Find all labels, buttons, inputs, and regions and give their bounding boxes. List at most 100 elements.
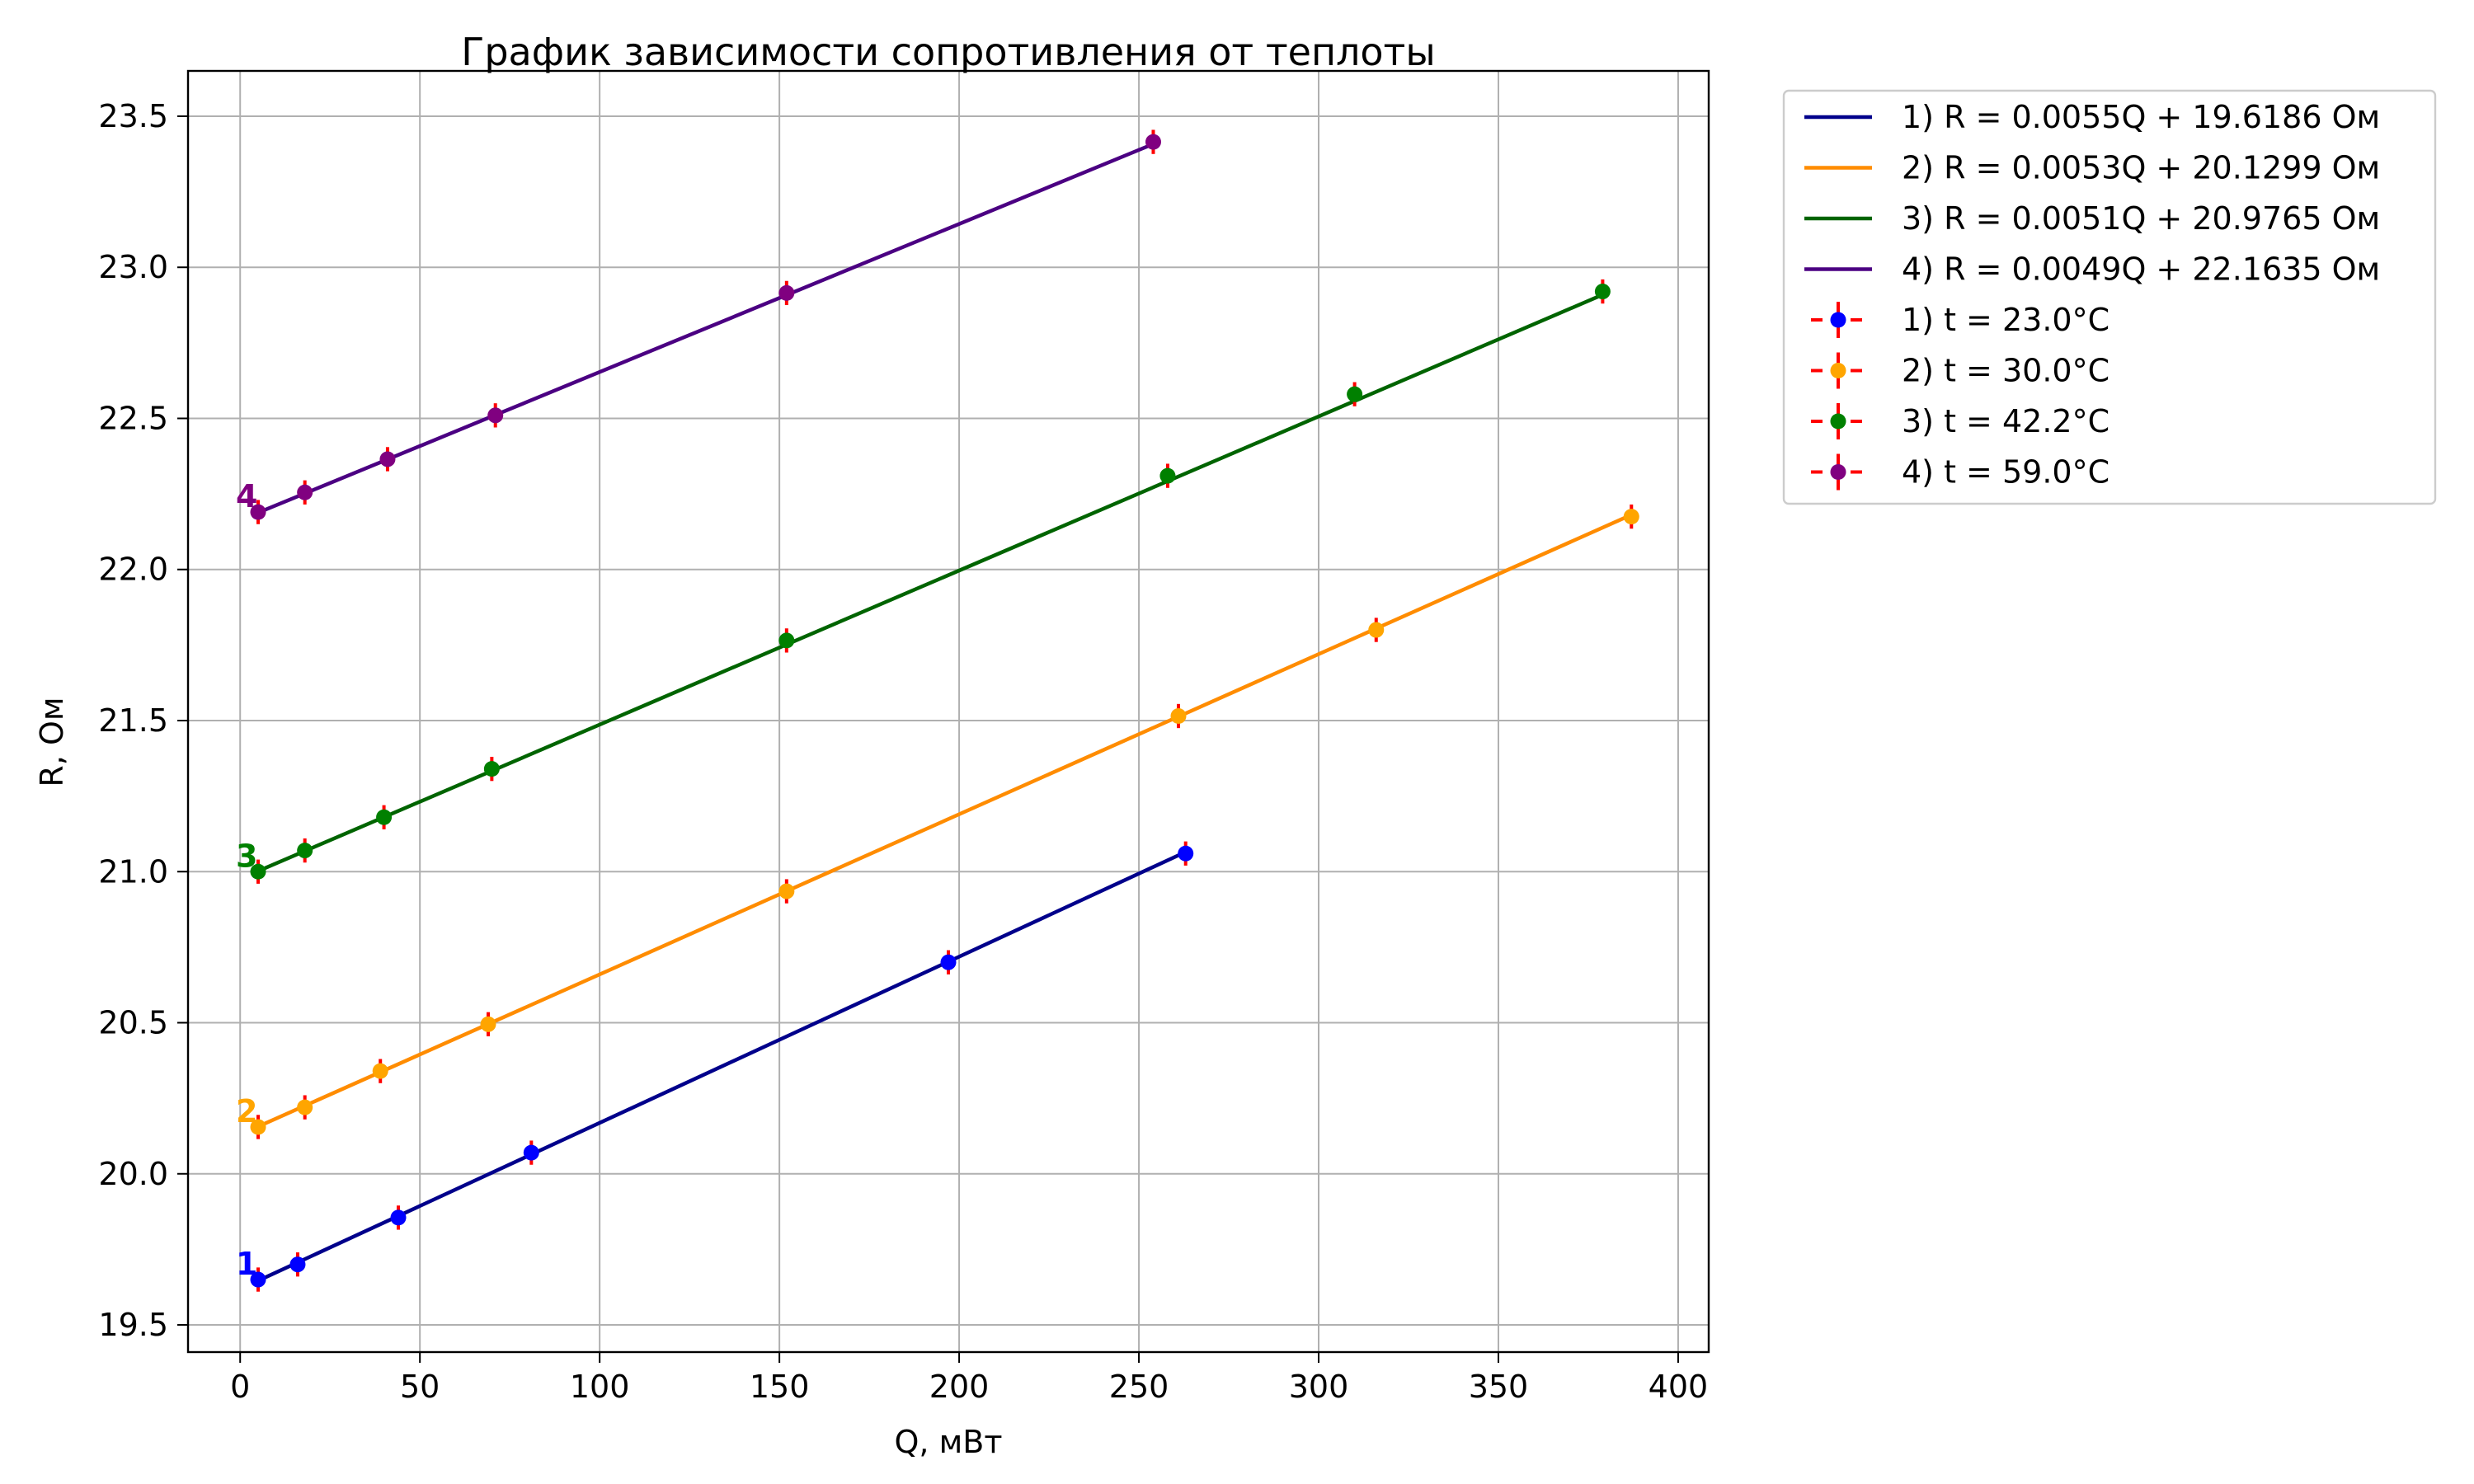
y-axis-label: R, Ом (34, 697, 70, 787)
y-tick-label: 19.5 (98, 1307, 168, 1343)
chart-title: График зависимости сопротивления от тепл… (461, 30, 1435, 74)
data-point-series-1 (940, 950, 957, 974)
data-point-series-2 (297, 1095, 313, 1120)
marker (376, 809, 393, 825)
axis-ticks: 0 50 100 150 200 250 300 350 400 19.5 20.0 20.5 21.0… (98, 98, 1708, 1405)
data-point-series-1 (1178, 841, 1194, 866)
data-point-series-3 (250, 859, 266, 884)
x-tick-label: 300 (1289, 1369, 1349, 1405)
marker (390, 1209, 407, 1226)
data-point-series-1 (523, 1140, 539, 1165)
marker (940, 954, 957, 970)
data-point-series-1 (289, 1252, 306, 1277)
marker (250, 504, 266, 520)
x-tick-label: 150 (750, 1369, 810, 1405)
marker (250, 1119, 266, 1135)
marker (1178, 845, 1194, 862)
data-point-series-2 (1368, 618, 1385, 642)
legend-points-label: 1) t = 23.0°C (1902, 302, 2109, 338)
plot-frame (186, 69, 1710, 1354)
marker (778, 883, 795, 899)
data-point-series-2 (480, 1012, 496, 1036)
x-tick-label: 100 (570, 1369, 630, 1405)
marker (1368, 622, 1385, 638)
data-point-series-3 (778, 628, 795, 653)
series-number-labels: 1 2 3 4 (236, 478, 257, 1282)
data-point-series-4 (297, 480, 313, 505)
marker (1170, 707, 1187, 724)
x-tick-label: 350 (1469, 1369, 1529, 1405)
data-point-series-1 (250, 1267, 266, 1292)
marker (1347, 386, 1363, 402)
marker (250, 863, 266, 880)
legend-fit-label: 2) R = 0.0053Q + 20.1299 Ом (1902, 150, 2380, 186)
marker (297, 484, 313, 500)
series-number-label: 2 (236, 1093, 257, 1129)
data-point-series-3 (376, 805, 393, 829)
x-tick-label: 400 (1649, 1369, 1709, 1405)
marker (487, 407, 504, 424)
data-point-series-4 (487, 403, 504, 428)
marker (483, 761, 500, 777)
legend-fit-label: 1) R = 0.0055Q + 19.6186 Ом (1902, 99, 2380, 135)
marker (289, 1256, 306, 1273)
data-point-series-2 (1623, 504, 1639, 529)
data-point-series-3 (1594, 279, 1611, 304)
data-point-series-4 (1145, 129, 1161, 154)
x-tick-label: 200 (929, 1369, 990, 1405)
data-point-series-1 (390, 1205, 407, 1230)
y-tick-label: 22.0 (98, 552, 168, 588)
data-point-series-3 (1159, 463, 1176, 488)
legend-marker (1830, 312, 1846, 328)
fit-lines (257, 142, 1633, 1283)
marker (372, 1063, 388, 1079)
legend-fit-label: 4) R = 0.0049Q + 22.1635 Ом (1902, 251, 2380, 288)
legend-marker (1830, 464, 1846, 480)
legend-fit-label: 3) R = 0.0051Q + 20.9765 Ом (1902, 200, 2380, 237)
grid (188, 71, 1709, 1352)
x-tick-label: 50 (400, 1369, 440, 1405)
x-tick-label: 0 (230, 1369, 250, 1405)
marker (523, 1144, 539, 1161)
data-point-series-2 (1170, 703, 1187, 729)
legend-points-label: 3) t = 42.2°C (1902, 403, 2109, 439)
data-point-series-2 (778, 879, 795, 904)
marker (1145, 134, 1161, 150)
marker (480, 1016, 496, 1032)
legend-frame (1782, 89, 2437, 505)
data-point-series-4 (379, 447, 396, 472)
y-tick-label: 21.0 (98, 853, 168, 890)
data-point-series-4 (778, 280, 795, 306)
y-tick-label: 22.5 (98, 400, 168, 436)
y-tick-label: 20.5 (98, 1005, 168, 1041)
legend-marker (1830, 413, 1846, 430)
legend-marker (1830, 363, 1846, 378)
data-point-series-2 (372, 1059, 388, 1083)
y-tick-label: 23.0 (98, 249, 168, 285)
legend-points-label: 2) t = 30.0°C (1902, 353, 2109, 389)
legend-items: 1) R = 0.0055Q + 19.6186 Ом 2) R = 0.0053… (1804, 99, 2380, 491)
fit-line-4 (257, 142, 1155, 514)
marker (1623, 509, 1639, 525)
marker (297, 1099, 313, 1115)
y-tick-label: 23.5 (98, 98, 168, 134)
fit-line-3 (257, 293, 1604, 873)
marker (297, 843, 313, 859)
data-point-series-4 (250, 500, 266, 524)
legend-points-label: 4) t = 59.0°C (1902, 454, 2109, 491)
data-points (250, 129, 1639, 1292)
series-number-label: 1 (236, 1246, 257, 1282)
data-point-series-3 (1347, 382, 1363, 406)
data-point-series-3 (297, 838, 313, 863)
legend: 1) R = 0.0055Q + 19.6186 Ом 2) R = 0.0053… (1782, 89, 2437, 505)
data-point-series-3 (483, 756, 500, 782)
y-tick-label: 21.5 (98, 702, 168, 739)
marker (1159, 467, 1176, 484)
data-point-series-2 (250, 1115, 266, 1139)
marker (379, 451, 396, 467)
marker (1594, 284, 1611, 300)
x-tick-label: 250 (1109, 1369, 1169, 1405)
fit-line-1 (257, 850, 1187, 1283)
marker (250, 1271, 266, 1288)
